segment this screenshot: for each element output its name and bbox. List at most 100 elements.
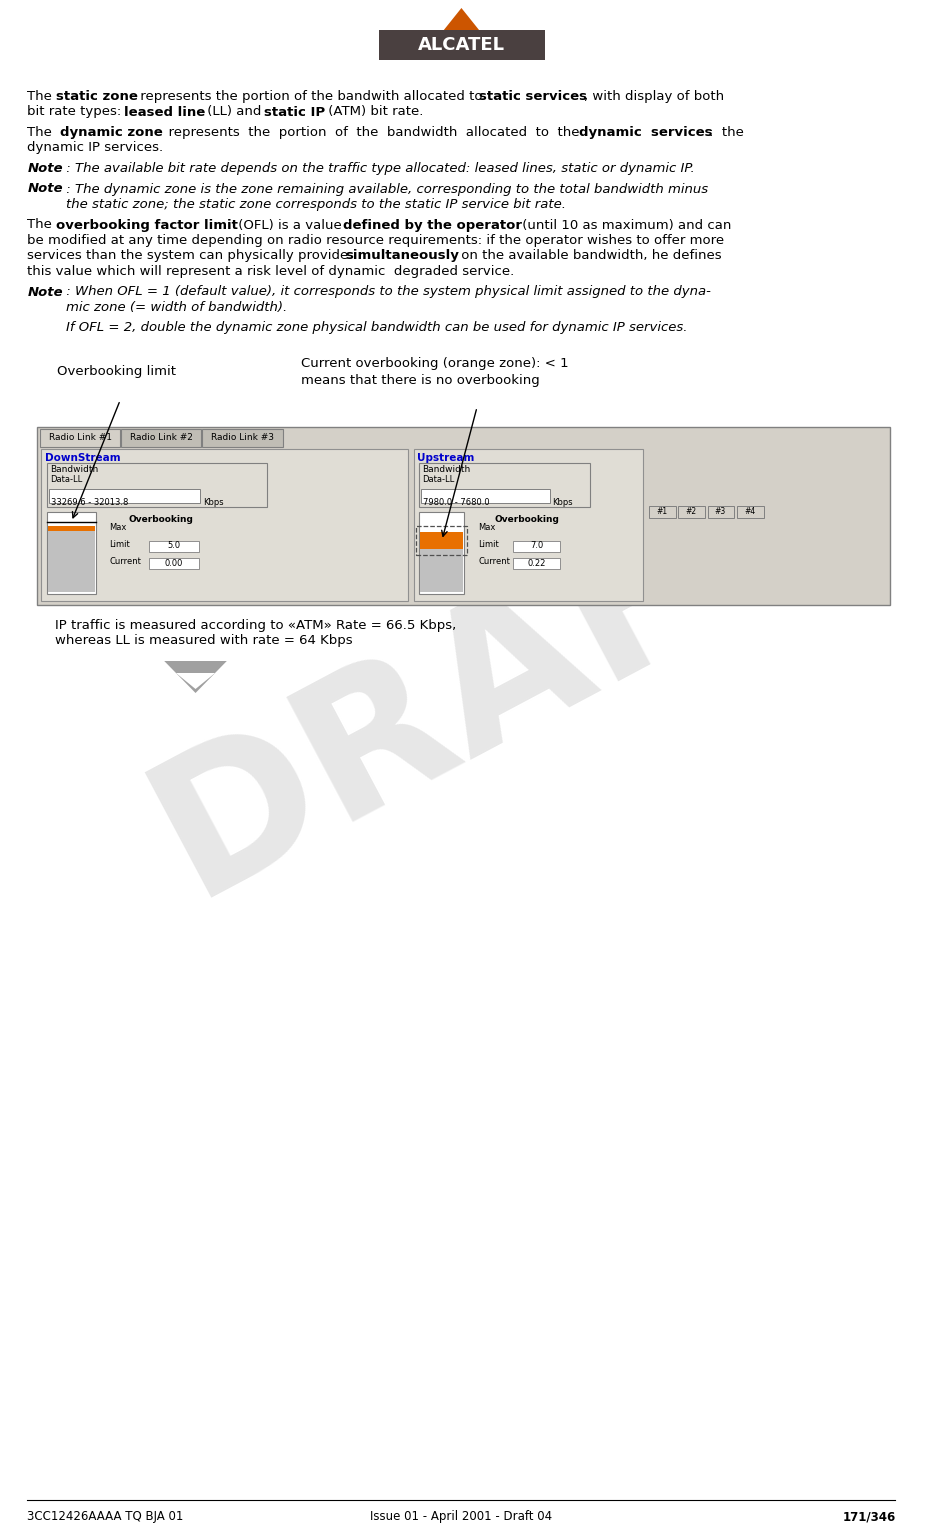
Bar [514,557,560,570]
Text: services than the system can physically provide: services than the system can physically … [27,249,353,263]
Text: 33269.6 - 32013.8: 33269.6 - 32013.8 [51,498,128,507]
Text: Current: Current [478,557,510,567]
Text: (LL) and: (LL) and [203,105,265,119]
Text: simultaneously: simultaneously [346,249,460,263]
Text: Data-LL: Data-LL [50,475,82,484]
Text: dynamic zone: dynamic zone [60,127,162,139]
Text: leased line: leased line [124,105,205,119]
Text: (OFL) is a value: (OFL) is a value [234,218,346,232]
Text: #4: #4 [744,507,755,516]
Text: : When OFL = 1 (default value), it corresponds to the system physical limit assi: : When OFL = 1 (default value), it corre… [62,286,711,298]
Text: means that there is no overbooking: means that there is no overbooking [301,374,540,386]
Bar [37,428,889,605]
Text: Current overbooking (orange zone): < 1: Current overbooking (orange zone): < 1 [301,357,568,370]
Text: Upstream: Upstream [417,454,475,463]
Bar [48,525,94,531]
Text: Radio Link #1: Radio Link #1 [49,434,111,443]
Text: 7.0: 7.0 [531,542,544,551]
Text: Current: Current [110,557,142,567]
Bar [708,505,734,518]
Text: DRAFT: DRAFT [124,426,854,933]
Text: Overbooking limit: Overbooking limit [57,365,176,379]
Polygon shape [164,661,227,693]
Bar [202,429,282,447]
Bar [649,505,676,518]
Text: Issue 01 - April 2001 - Draft 04: Issue 01 - April 2001 - Draft 04 [370,1510,552,1522]
Text: #1: #1 [656,507,667,516]
Text: 3CC12426AAAA TQ BJA 01: 3CC12426AAAA TQ BJA 01 [27,1510,184,1522]
Text: static zone: static zone [56,90,138,102]
Text: Bandwidth: Bandwidth [50,466,98,473]
Text: Radio Link #2: Radio Link #2 [130,434,193,443]
Text: dynamic IP services.: dynamic IP services. [27,142,163,154]
Text: Note: Note [27,183,63,195]
Text: : The available bit rate depends on the traffic type allocated: leased lines, st: : The available bit rate depends on the … [62,162,695,176]
Bar [679,505,705,518]
Text: DownStream: DownStream [45,454,121,463]
Bar [419,463,590,507]
Bar [148,541,199,551]
Polygon shape [176,673,215,689]
Text: on the available bandwidth, he defines: on the available bandwidth, he defines [457,249,721,263]
Text: Radio Link #3: Radio Link #3 [211,434,274,443]
Bar [47,512,95,594]
Text: 171/346: 171/346 [842,1510,896,1522]
Text: mic zone (= width of bandwidth).: mic zone (= width of bandwidth). [66,301,288,315]
Text: Bandwidth: Bandwidth [422,466,470,473]
Bar [49,489,200,502]
Text: IP traffic is measured according to «ATM» Rate = 66.5 Kbps,
whereas LL is measur: IP traffic is measured according to «ATM… [55,618,456,647]
Text: If OFL = 2, double the dynamic zone physical bandwidth can be used for dynamic I: If OFL = 2, double the dynamic zone phys… [66,322,688,334]
Bar [48,531,94,592]
Text: Limit: Limit [110,541,130,550]
Bar [514,541,560,551]
Bar [420,531,464,550]
Bar [419,512,464,594]
Text: 0.00: 0.00 [165,559,183,568]
Polygon shape [444,8,479,31]
Text: overbooking factor limit: overbooking factor limit [56,218,238,232]
Text: defined by the operator: defined by the operator [343,218,522,232]
Bar [148,557,199,570]
Text: 7980.0 - 7680.0: 7980.0 - 7680.0 [423,498,490,507]
Bar [413,449,643,602]
Text: dynamic  services: dynamic services [579,127,713,139]
Text: (ATM) bit rate.: (ATM) bit rate. [324,105,424,119]
Text: ALCATEL: ALCATEL [418,37,505,53]
Text: : The dynamic zone is the zone remaining available, corresponding to the total b: : The dynamic zone is the zone remaining… [62,183,708,195]
Bar [40,429,120,447]
Text: Note: Note [27,286,63,298]
Text: , with display of both: , with display of both [584,90,724,102]
Text: be modified at any time depending on radio resource requirements: if the operato: be modified at any time depending on rad… [27,234,724,247]
Text: The: The [27,90,57,102]
Bar [47,463,267,507]
Text: Overbooking: Overbooking [129,515,194,524]
Text: 0.22: 0.22 [528,559,546,568]
Text: The: The [27,127,60,139]
Text: 5.0: 5.0 [167,542,180,551]
Text: (until 10 as maximum) and can: (until 10 as maximum) and can [518,218,732,232]
Text: :  the: : the [709,127,744,139]
Text: static IP: static IP [264,105,326,119]
Text: represents  the  portion  of  the  bandwidth  allocated  to  the: represents the portion of the bandwidth … [160,127,588,139]
Text: Data-LL: Data-LL [422,475,455,484]
Text: #3: #3 [715,507,726,516]
Text: this value which will represent a risk level of dynamic  degraded service.: this value which will represent a risk l… [27,266,514,278]
Text: Kbps: Kbps [203,498,224,507]
Text: Max: Max [478,524,496,531]
Text: static services: static services [479,90,587,102]
Text: #2: #2 [685,507,697,516]
Bar [41,449,408,602]
Text: the static zone; the static zone corresponds to the static IP service bit rate.: the static zone; the static zone corresp… [66,199,566,211]
Text: The: The [27,218,57,232]
Text: Max: Max [110,524,126,531]
Text: bit rate types:: bit rate types: [27,105,126,119]
Text: Note: Note [27,162,63,176]
Bar [379,31,546,60]
Text: Limit: Limit [478,541,498,550]
Text: Overbooking: Overbooking [495,515,560,524]
Bar [737,505,764,518]
Bar [121,429,201,447]
Bar [420,550,464,592]
Bar [421,489,550,502]
Text: represents the portion of the bandwith allocated to: represents the portion of the bandwith a… [136,90,487,102]
